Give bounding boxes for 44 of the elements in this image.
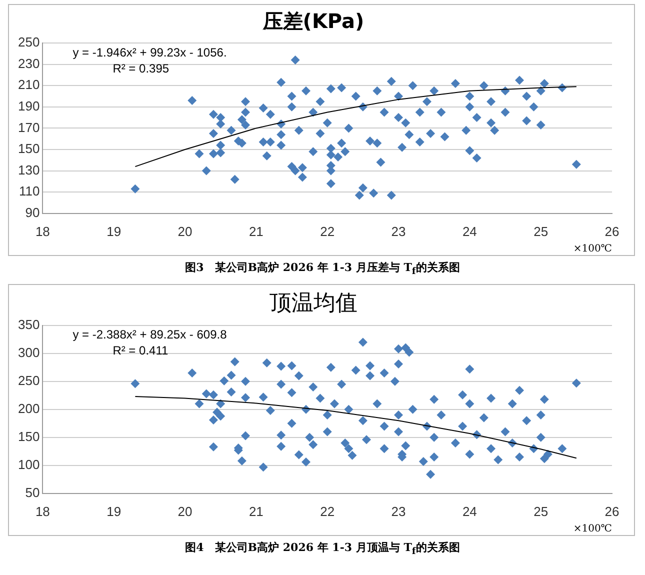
x-tick-label: 18 [35, 224, 50, 239]
y-tick-label: 350 [18, 316, 40, 332]
x-tick-label: 22 [320, 224, 335, 239]
x-axis-title: ×100℃ [573, 244, 612, 255]
annotation: y = -2.388x² + 89.25x - 609.8 [72, 328, 228, 342]
x-tick-label: 20 [178, 504, 192, 519]
y-tick-label: 200 [18, 400, 40, 416]
y-tick-label: 250 [18, 34, 40, 50]
y-tick-label: 150 [18, 428, 40, 444]
x-tick-label: 23 [391, 504, 406, 519]
x-tick-label: 25 [534, 504, 548, 519]
x-tick-label: 26 [604, 504, 620, 519]
y-tick-label: 210 [18, 77, 40, 92]
annotation: y = -1.946x² + 99.23x - 1056. [72, 45, 227, 60]
caption: 图3 某公司B高炉 2026 年 1-3 月压差与 T$_{f}$的关系图 [184, 260, 461, 278]
x-tick-label: 25 [534, 224, 548, 239]
x-axis-title: ×100℃ [573, 524, 612, 535]
x-tick-label: 19 [106, 504, 122, 519]
x-tick-label: 21 [248, 504, 264, 519]
x-tick-label: 24 [462, 504, 477, 519]
y-tick-label: 300 [18, 344, 40, 360]
y-tick-label: 110 [18, 184, 40, 199]
x-tick-label: 22 [320, 504, 335, 519]
y-tick-label: 250 [18, 372, 40, 388]
y-tick-label: 190 [18, 98, 40, 114]
x-tick-label: 26 [604, 224, 620, 239]
annotation: R² = 0.411 [112, 344, 168, 358]
x-tick-label: 19 [106, 224, 122, 239]
y-tick-label: 50 [25, 484, 40, 500]
x-tick-label: 23 [391, 224, 406, 239]
y-tick-label: 130 [18, 162, 40, 178]
annotation: R² = 0.395 [112, 61, 170, 76]
y-tick-label: 90 [25, 204, 40, 220]
chart-title: 顶温均值 [270, 290, 358, 316]
y-tick-label: 100 [18, 456, 40, 472]
x-tick-label: 24 [462, 224, 477, 239]
x-tick-label: 18 [35, 504, 50, 519]
y-tick-label: 230 [18, 56, 40, 71]
caption: 图4 某公司B高炉 2026 年 1-3 月顶温与 T$_{f}$的关系图 [184, 540, 461, 558]
y-tick-label: 170 [18, 120, 40, 135]
x-tick-label: 21 [248, 224, 264, 239]
y-tick-label: 150 [18, 141, 40, 156]
chart-title: 压差(KPa) [262, 9, 364, 34]
x-tick-label: 20 [178, 224, 192, 239]
